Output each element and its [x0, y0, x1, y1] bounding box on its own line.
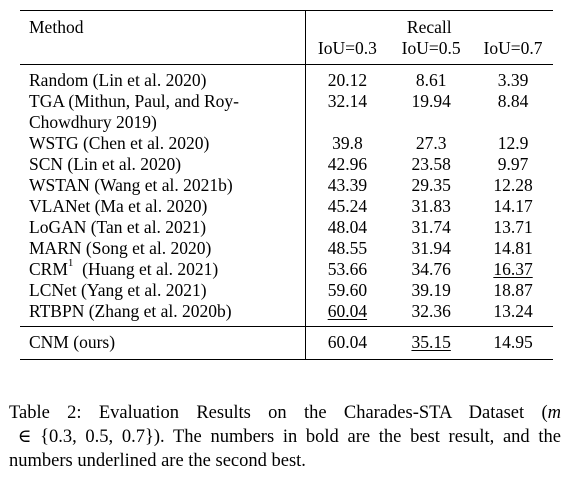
table-row-ours: CNM (ours) 60.04 35.15 14.95: [20, 326, 553, 360]
table-row: WSTG (Chen et al. 2020) 39.8 27.3 12.9: [20, 133, 553, 154]
method-cell: TGA (Mithun, Paul, and Roy- Chowdhury 20…: [20, 91, 306, 133]
value-cell: 45.24: [327, 196, 368, 216]
method-reference: (Huang et al. 2021): [73, 259, 219, 279]
value-cell: 14.95: [473, 326, 553, 360]
table-row: RTBPN (Zhang et al. 2020b) 60.04 32.36 1…: [20, 301, 553, 327]
value-cell: 32.36: [411, 301, 451, 321]
table-row: TGA (Mithun, Paul, and Roy- Chowdhury 20…: [20, 91, 553, 133]
value-cell: 3.39: [473, 64, 553, 91]
table-row: MARN (Song et al. 2020) 48.55 31.94 14.8…: [20, 238, 553, 259]
value-cell: 34.76: [411, 259, 451, 279]
value-cell: 19.94: [411, 91, 451, 111]
caption-text-rest: ). The numbers in bold are the best resu…: [9, 427, 561, 471]
value-cell: 53.66: [327, 259, 368, 279]
method-cell: VLANet (Ma et al. 2020): [20, 196, 306, 217]
value-cell: 20.12: [305, 64, 390, 91]
value-cell: 48.55: [327, 238, 368, 258]
value-cell: 16.37: [473, 259, 553, 280]
value-cell: 39.8: [332, 133, 363, 153]
caption-math-variable: m: [547, 403, 561, 423]
column-header-iou-0-7: IoU=0.7: [483, 38, 543, 58]
value-cell: 35.15: [389, 326, 474, 360]
table-header: Method Recall IoU=0.3 IoU=0.5 IoU=0.7: [20, 10, 553, 65]
value-cell: 14.81: [493, 238, 533, 258]
value-cell: 13.24: [493, 301, 533, 321]
method-cell: Random (Lin et al. 2020): [20, 64, 306, 91]
value-cell: 29.35: [411, 175, 451, 195]
best-value-cell: 60.04: [305, 326, 390, 360]
value-cell: 43.39: [327, 175, 368, 195]
column-header-iou-0-5: IoU=0.5: [401, 38, 461, 58]
method-cell: MARN (Song et al. 2020): [20, 238, 306, 259]
table-row: LoGAN (Tan et al. 2021) 48.04 31.74 13.7…: [20, 217, 553, 238]
value-cell: 27.3: [415, 133, 447, 153]
best-value-cell: 18.87: [493, 280, 533, 300]
method-cell: WSTG (Chen et al. 2020): [20, 133, 306, 154]
second-best-value: 35.15: [411, 332, 451, 352]
recall-group-header: Recall: [305, 10, 553, 38]
value-cell: 23.58: [411, 154, 451, 174]
value-cell: 42.96: [327, 154, 368, 174]
table-row: WSTAN (Wang et al. 2021b) 43.39 29.35 12…: [20, 175, 553, 196]
value-cell: 13.71: [493, 217, 533, 237]
method-cell: LCNet (Yang et al. 2021): [20, 280, 306, 301]
method-column-header: Method: [20, 10, 306, 65]
table-row: Random (Lin et al. 2020) 20.12 8.61 3.39: [20, 64, 553, 91]
value-cell: 48.04: [327, 217, 368, 237]
value-cell: 60.04: [305, 301, 389, 327]
value-cell: 59.60: [327, 280, 368, 300]
method-name: CRM: [29, 259, 68, 279]
second-best-value: 16.37: [493, 259, 533, 279]
method-cell: SCN (Lin et al. 2020): [20, 154, 306, 175]
table-row: SCN (Lin et al. 2020) 42.96 23.58 9.97: [20, 154, 553, 175]
value-cell: 12.28: [493, 175, 533, 195]
ours-section: CNM (ours) 60.04 35.15 14.95: [20, 326, 553, 360]
caption-math-set: ∈ {0.3, 0.5, 0.7}: [9, 427, 154, 447]
caption-label: Table 2:: [9, 403, 99, 423]
method-cell: RTBPN (Zhang et al. 2020b): [20, 301, 306, 327]
value-cell: 9.97: [497, 154, 529, 174]
value-cell: 14.17: [493, 196, 533, 216]
value-cell: 12.9: [497, 133, 529, 153]
table-row: CRM1 (Huang et al. 2021) 53.66 34.76 16.…: [20, 257, 553, 280]
second-best-value: 60.04: [327, 301, 368, 321]
table-body: Random (Lin et al. 2020) 20.12 8.61 3.39…: [20, 64, 553, 327]
results-table: Method Recall IoU=0.3 IoU=0.5 IoU=0.7 Ra…: [20, 10, 553, 360]
value-cell: 31.94: [411, 238, 451, 258]
value-cell: 31.83: [411, 196, 451, 216]
value-cell: 8.61: [389, 64, 474, 91]
column-header-iou-0-3: IoU=0.3: [317, 38, 377, 58]
value-cell: 32.14: [327, 91, 368, 111]
footnote-marker: 1: [67, 257, 74, 270]
best-value-cell: 39.19: [411, 280, 451, 300]
value-cell: 8.84: [497, 91, 529, 111]
caption-text: Evaluation Results on the Charades-STA D…: [98, 403, 548, 423]
value-cell: 31.74: [411, 217, 451, 237]
method-cell: CRM1 (Huang et al. 2021): [20, 257, 306, 280]
method-cell: WSTAN (Wang et al. 2021b): [20, 175, 306, 196]
method-cell: LoGAN (Tan et al. 2021): [20, 217, 306, 238]
method-cell: CNM (ours): [20, 326, 306, 360]
table-row: VLANet (Ma et al. 2020) 45.24 31.83 14.1…: [20, 196, 553, 217]
table-row: LCNet (Yang et al. 2021) 59.60 39.19 18.…: [20, 280, 553, 301]
table-caption: Table 2: Evaluation Results on the Chara…: [9, 401, 561, 473]
